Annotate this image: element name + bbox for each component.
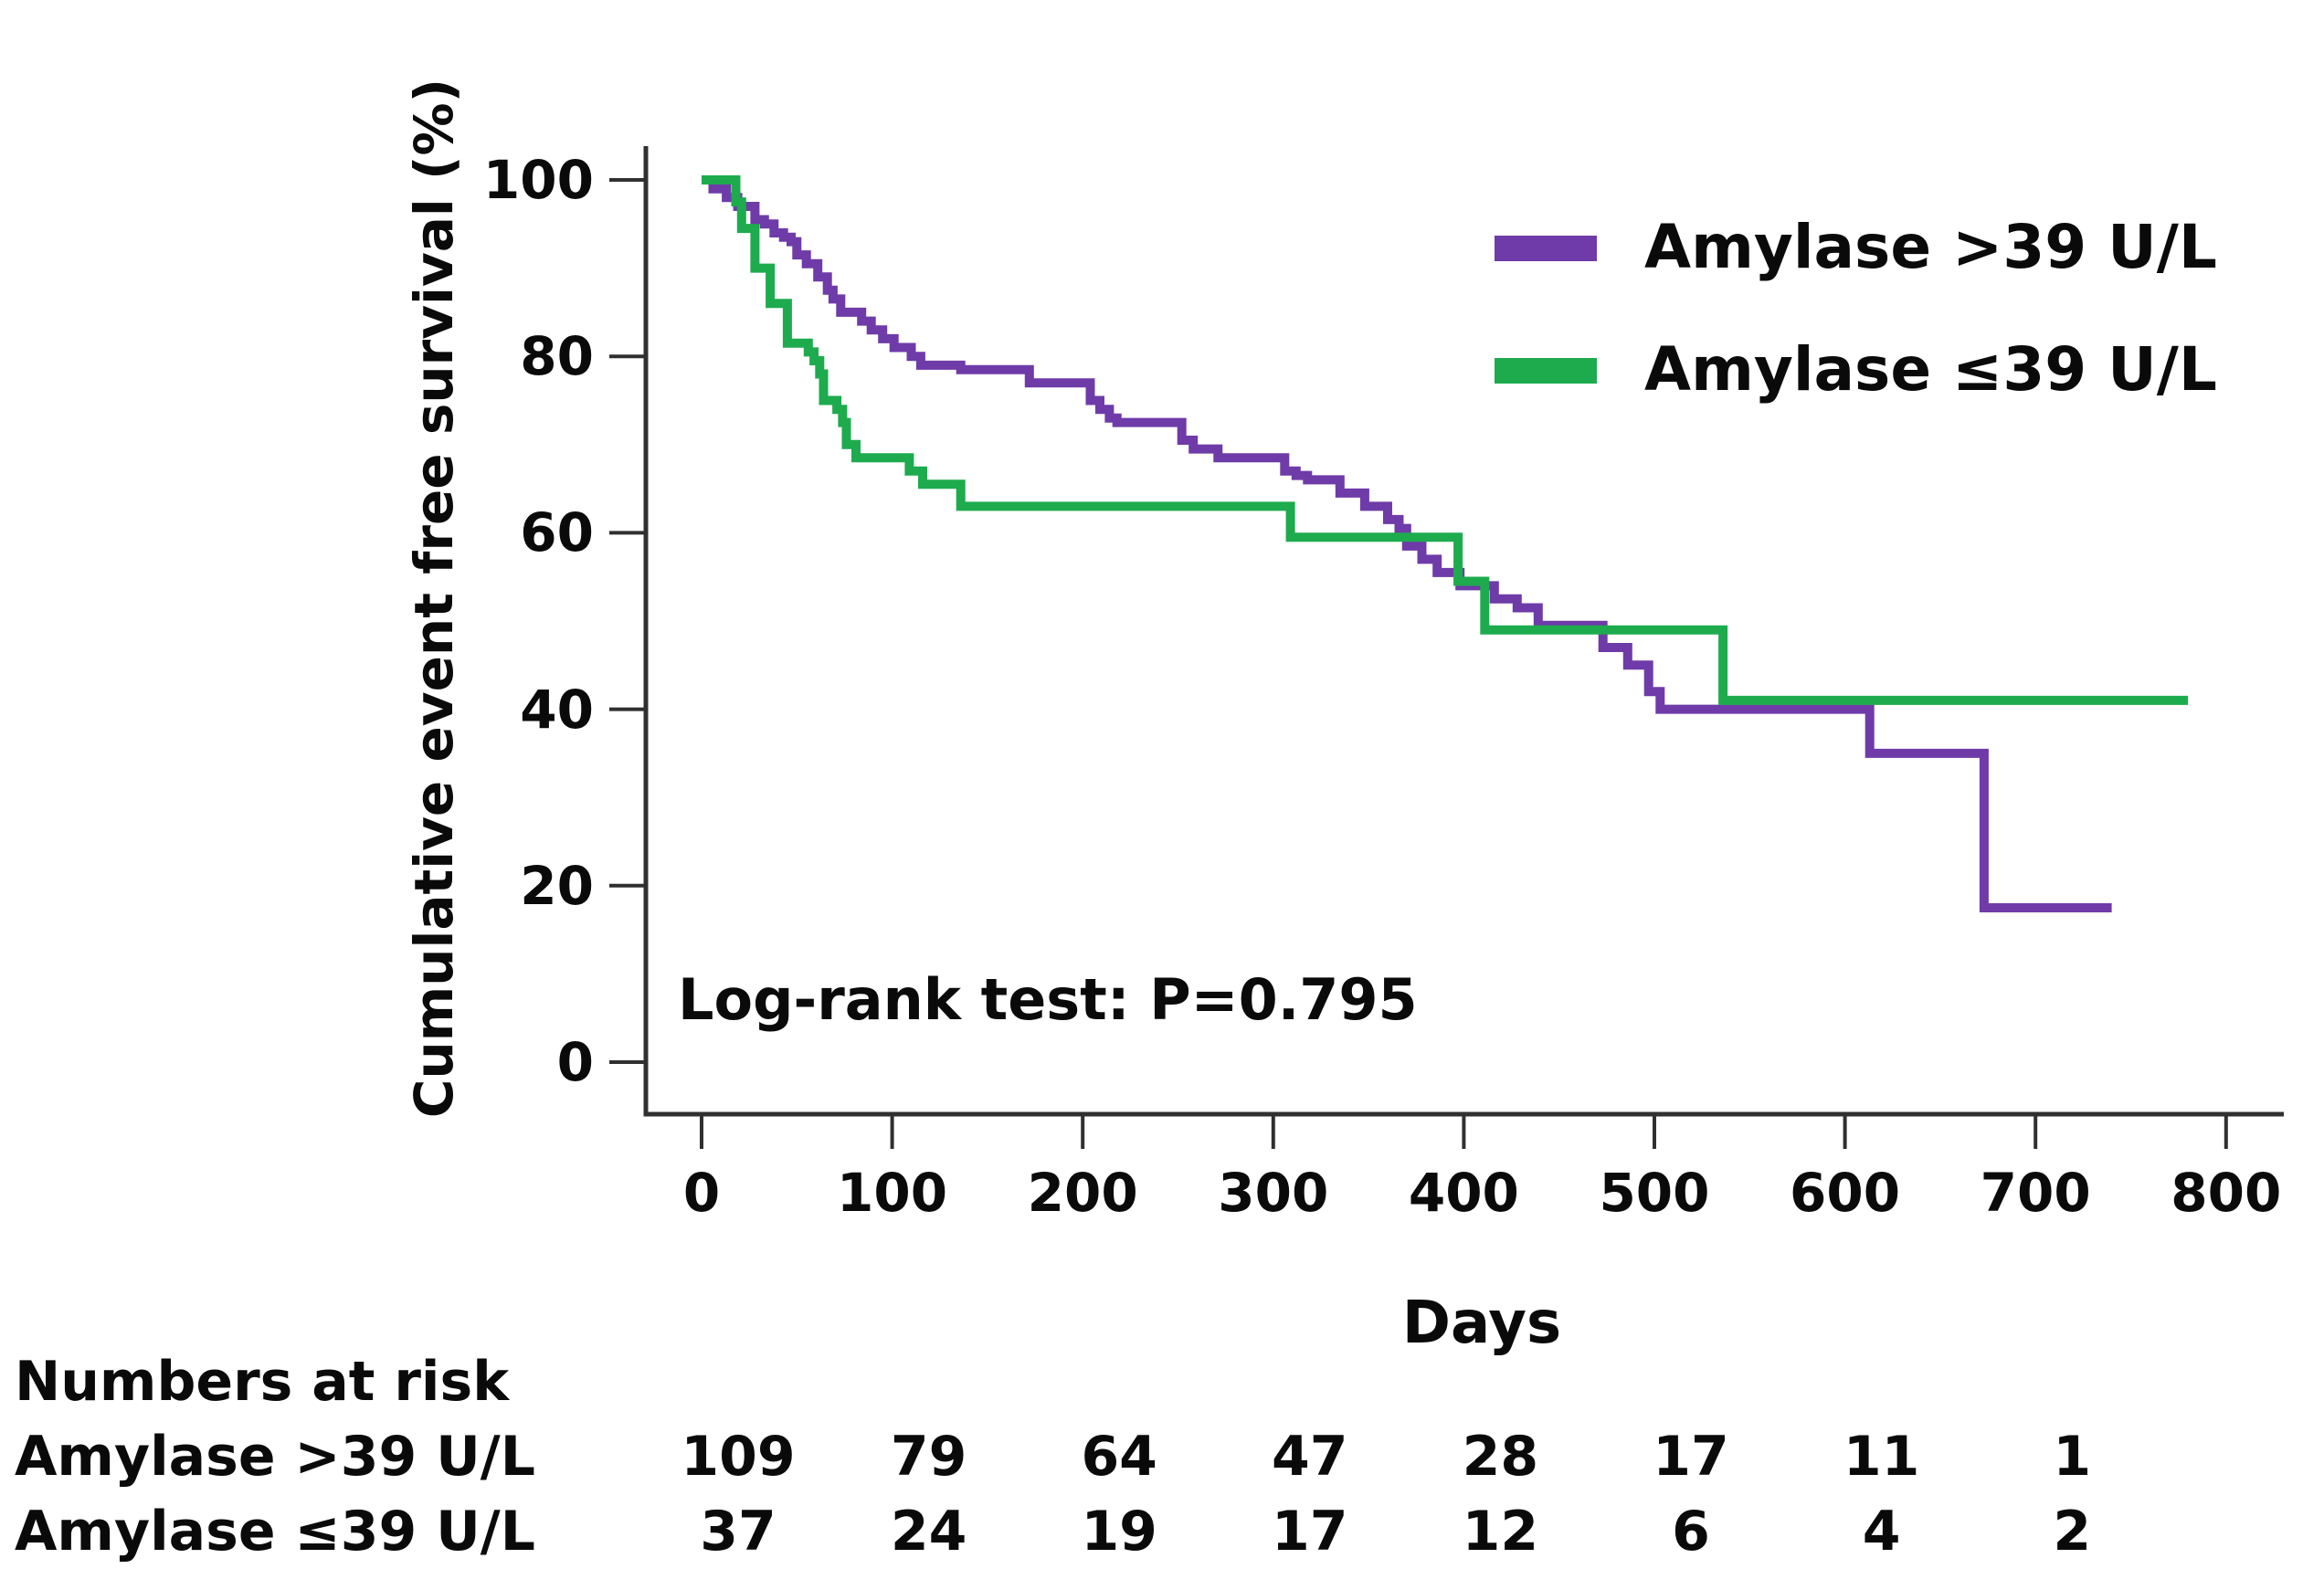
risk-value-row1-t400: 12	[1462, 1500, 1539, 1564]
risk-value-row0-t400: 28	[1462, 1425, 1539, 1489]
legend-swatch-amylase-le39	[1495, 358, 1597, 384]
y-tick-label-20: 20	[520, 854, 594, 917]
y-tick-label-0: 0	[556, 1031, 594, 1093]
y-tick-label-40: 40	[520, 678, 594, 741]
y-tick-label-60: 60	[520, 501, 594, 564]
y-axis-title: Cumulative event free survival (%)	[403, 78, 465, 1119]
numbers-at-risk-header: Numbers at risk	[15, 1350, 510, 1414]
legend-swatch-amylase-gt39	[1495, 236, 1597, 261]
legend-label-amylase-gt39: Amylase >39 U/L	[1644, 212, 2217, 282]
legend-label-amylase-le39: Amylase ≤39 U/L	[1644, 334, 2217, 405]
risk-value-row0-t500: 17	[1653, 1425, 1729, 1489]
risk-value-row1-t500: 6	[1672, 1500, 1710, 1564]
risk-value-row0-t700: 1	[2053, 1425, 2092, 1489]
risk-value-row0-t100: 79	[890, 1425, 967, 1489]
x-tick-label-400: 400	[1408, 1162, 1519, 1224]
x-tick-label-100: 100	[837, 1162, 948, 1224]
risk-value-row1-t300: 17	[1272, 1500, 1348, 1564]
x-tick-label-300: 300	[1218, 1162, 1329, 1224]
km-curve-gt39	[702, 175, 2112, 912]
risk-value-row1-t700: 2	[2053, 1500, 2092, 1564]
x-tick-label-600: 600	[1790, 1162, 1901, 1224]
risk-value-row0-t600: 11	[1843, 1425, 1920, 1489]
risk-value-row1-t0: 37	[700, 1500, 776, 1564]
risk-value-row0-t200: 64	[1081, 1425, 1157, 1489]
km-curve-le39	[702, 175, 2189, 705]
risk-value-row1-t200: 19	[1081, 1500, 1157, 1564]
x-tick-label-200: 200	[1027, 1162, 1138, 1224]
y-tick-label-100: 100	[482, 149, 594, 211]
risk-value-row1-t600: 4	[1862, 1500, 1901, 1564]
x-axis-title: Days	[1401, 1290, 1562, 1357]
risk-value-row0-t0: 109	[681, 1425, 796, 1489]
x-tick-label-800: 800	[2171, 1162, 2282, 1224]
risk-value-row0-t300: 47	[1272, 1425, 1348, 1489]
x-tick-label-700: 700	[1980, 1162, 2091, 1224]
risk-value-row1-t100: 24	[890, 1500, 967, 1564]
x-tick-label-500: 500	[1599, 1162, 1710, 1224]
risk-row-label-le39: Amylase ≤39 U/L	[15, 1500, 535, 1564]
x-tick-label-0: 0	[682, 1162, 721, 1224]
logrank-annotation: Log-rank test: P=0.795	[678, 966, 1418, 1033]
y-tick-label-80: 80	[520, 325, 594, 388]
axis-frame	[643, 146, 2284, 1117]
risk-row-label-gt39: Amylase >39 U/L	[15, 1425, 535, 1489]
